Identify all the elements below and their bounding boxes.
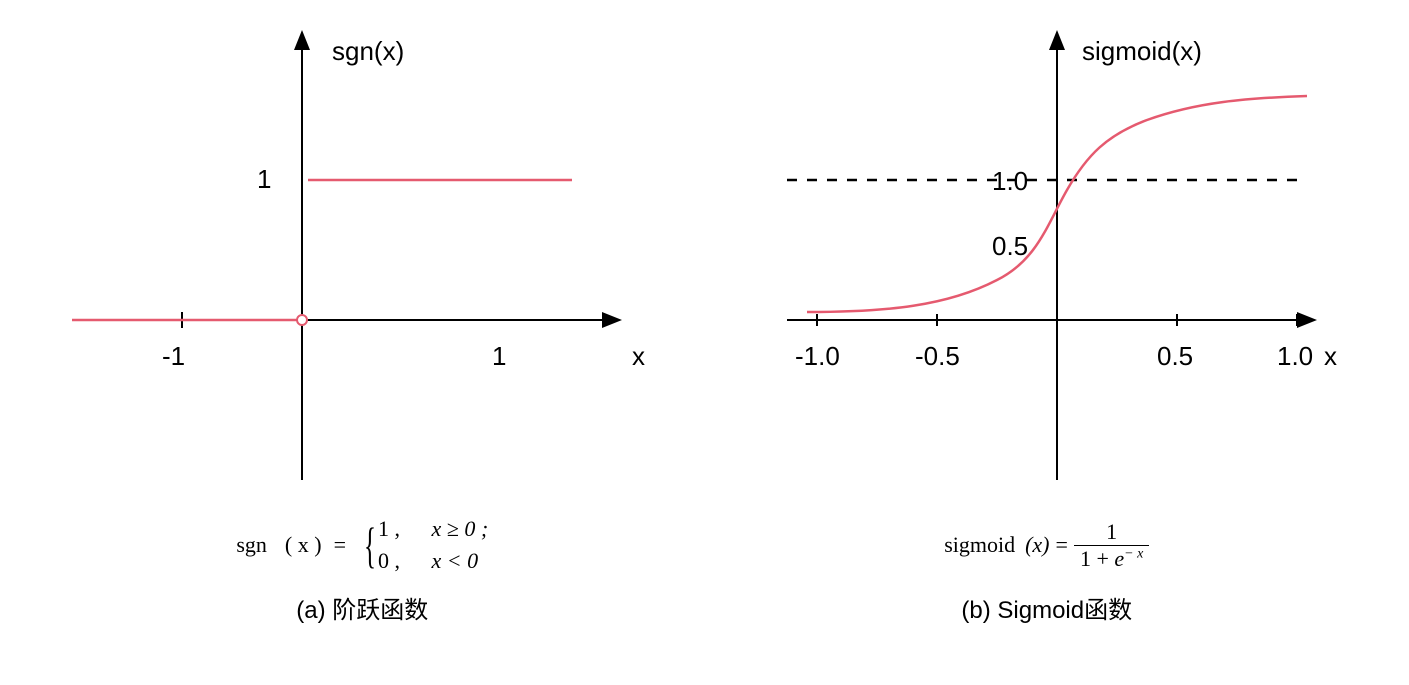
sigmoid-svg: sigmoid(x) 1.0 0.5 -1.0 -0.5 0.5 1.0 x: [747, 20, 1347, 500]
y-tick-1: 1: [257, 164, 271, 194]
case1-val: 1 ,: [378, 516, 426, 542]
sgn-formula: sgn ( x ) = { 1 , x ≥ 0 ; 0 , x < 0: [236, 510, 488, 580]
x-tick-label: 1.0: [1277, 341, 1313, 371]
right-panel: sigmoid(x) 1.0 0.5 -1.0 -0.5 0.5 1.0 x s…: [705, 20, 1390, 665]
x-tick-label: 0.5: [1157, 341, 1193, 371]
x-tick-label: -0.5: [915, 341, 960, 371]
sigmoid-plot: sigmoid(x) 1.0 0.5 -1.0 -0.5 0.5 1.0 x: [747, 20, 1347, 500]
y-tick-0.5: 0.5: [992, 231, 1028, 261]
formula-eq: =: [334, 532, 346, 558]
y-axis-title: sgn(x): [332, 36, 404, 66]
denom-a: 1 +: [1080, 546, 1114, 571]
x-label: x: [632, 341, 645, 371]
brace-icon: {: [364, 520, 376, 570]
x-axis-arrow: [1297, 312, 1317, 328]
formula-lhs: sigmoid: [944, 532, 1015, 558]
x-tick-label: -1.0: [795, 341, 840, 371]
denom-b: e: [1114, 546, 1124, 571]
figure-container: sgn(x) 1 -1 1 x sgn ( x ) = { 1 , x ≥ 0 …: [20, 20, 1389, 665]
formula-arg: (x): [1025, 532, 1049, 558]
right-caption: (b) Sigmoid函数: [961, 590, 1132, 625]
x-label: x: [1324, 341, 1337, 371]
denom-exp: − x: [1124, 546, 1143, 561]
x-tick-neg1-label: -1: [162, 341, 185, 371]
x-tick-1-label: 1: [492, 341, 506, 371]
case2-cond: x < 0: [431, 548, 478, 573]
sgn-plot: sgn(x) 1 -1 1 x: [62, 20, 662, 500]
y-tick-1.0: 1.0: [992, 166, 1028, 196]
sigmoid-formula: sigmoid (x) = 1 1 + e− x: [944, 510, 1149, 580]
formula-arg: ( x ): [285, 532, 322, 558]
y-axis-title: sigmoid(x): [1082, 36, 1202, 66]
left-caption: (a) 阶跃函数: [296, 590, 428, 625]
left-panel: sgn(x) 1 -1 1 x sgn ( x ) = { 1 , x ≥ 0 …: [20, 20, 705, 665]
cases: 1 , x ≥ 0 ; 0 , x < 0: [378, 516, 488, 574]
x-axis-arrow: [602, 312, 622, 328]
case1-cond: x ≥ 0 ;: [431, 516, 488, 541]
y-axis-arrow: [1049, 30, 1065, 50]
formula-eq: =: [1056, 532, 1068, 558]
numerator: 1: [1074, 519, 1149, 546]
y-axis-arrow: [294, 30, 310, 50]
open-circle-icon: [297, 315, 307, 325]
formula-lhs: sgn: [236, 532, 267, 558]
sgn-svg: sgn(x) 1 -1 1 x: [62, 20, 662, 500]
case2-val: 0 ,: [378, 548, 426, 574]
fraction: 1 1 + e− x: [1074, 519, 1149, 572]
